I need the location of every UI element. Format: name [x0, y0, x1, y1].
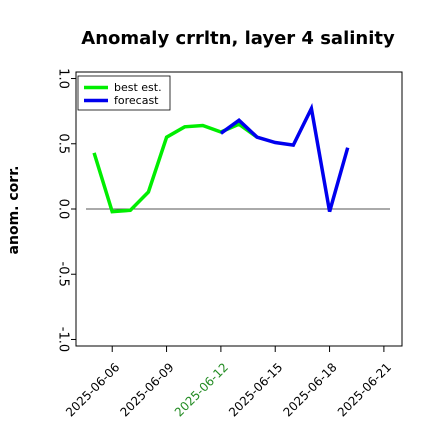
y-tick-label: -0.5 [55, 262, 70, 287]
legend-label-forecast: forecast [114, 94, 159, 107]
series-line-forecast [219, 102, 350, 213]
x-tick-label: 2025-06-09 [117, 360, 176, 419]
y-tick-label: -1.0 [55, 327, 70, 352]
series-lines [92, 102, 350, 214]
legend: best est. forecast [77, 75, 171, 111]
series-line-best-est- [92, 122, 259, 214]
x-tick-label: 2025-06-15 [226, 360, 285, 419]
y-tick-label: 1.0 [55, 68, 70, 89]
y-axis: -1.0 -0.5 0.0 0.5 1.0 [55, 68, 76, 352]
x-tick-label: 2025-06-12 [172, 360, 231, 419]
x-tick-label: 2025-06-18 [280, 360, 339, 419]
x-tick-label: 2025-06-06 [63, 360, 122, 419]
chart-title: Anomaly crrltn, layer 4 salinity [81, 28, 395, 49]
legend-label-best-est: best est. [114, 81, 162, 94]
y-tick-label: 0.0 [55, 199, 70, 220]
x-axis: 2025-06-062025-06-092025-06-122025-06-15… [63, 346, 394, 419]
y-tick-label: 0.5 [55, 133, 70, 154]
x-tick-label: 2025-06-21 [335, 360, 394, 419]
legend-box [77, 75, 171, 111]
y-axis-label: anom. corr. [6, 166, 22, 255]
